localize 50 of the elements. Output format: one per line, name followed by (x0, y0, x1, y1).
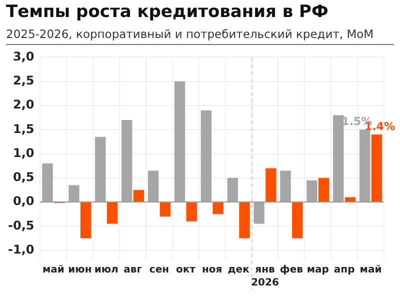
chart-title: Темпы роста кредитования в РФ (6, 2, 328, 22)
y-tick-label: 1,0 (12, 146, 34, 160)
bar (174, 81, 186, 202)
bar (160, 202, 171, 217)
x-tick-label: май (360, 264, 382, 276)
bar (266, 168, 276, 202)
bar (239, 202, 250, 238)
bar (333, 115, 344, 202)
x-tick-label: июл (94, 264, 118, 276)
x-tick-label: ноя (202, 264, 222, 276)
bar (121, 120, 132, 202)
y-tick-label: 1,5 (12, 122, 34, 136)
bar (200, 110, 212, 202)
y-tick-label: 2,5 (12, 73, 34, 88)
x-tick-label: май (42, 264, 64, 276)
y-tick-label: -1,0 (8, 242, 34, 256)
bar (42, 163, 53, 202)
bar (292, 202, 303, 238)
y-tick-label: 2,0 (12, 98, 34, 112)
bar (306, 180, 318, 202)
bar (148, 170, 159, 202)
x-tick-label: мар (306, 264, 329, 276)
bar (344, 197, 356, 202)
text: 2026 (251, 278, 279, 289)
x-tick-label: дек (228, 264, 250, 276)
y-tick-label: 3,0 (12, 49, 34, 64)
bar (106, 202, 118, 224)
x-tick-label: апр (334, 264, 355, 276)
x-tick-label: июн (68, 264, 92, 276)
bar (227, 178, 238, 202)
bar (212, 202, 224, 214)
y-tick-label: 0,5 (12, 170, 34, 184)
bar (359, 130, 370, 202)
bar (280, 170, 291, 202)
y-tick-label: -0,5 (8, 218, 34, 232)
bar (68, 185, 80, 202)
bar (254, 202, 264, 224)
bar (186, 202, 197, 222)
x-tick-label: фев (280, 264, 303, 276)
bar (371, 134, 382, 202)
y-tick-label: 0,0 (12, 194, 34, 208)
x-tick-label: авг (124, 264, 142, 276)
bar (133, 190, 144, 202)
bar (80, 202, 92, 238)
x-tick-label: сен (149, 264, 170, 276)
chart-subtitle: 2025-2026, корпоративный и потребительский кредит, МоМ (6, 27, 374, 41)
x-tick-label: окт (176, 264, 196, 276)
bar (318, 178, 330, 202)
x-tick-label: янв (255, 264, 275, 276)
bar (95, 136, 106, 202)
